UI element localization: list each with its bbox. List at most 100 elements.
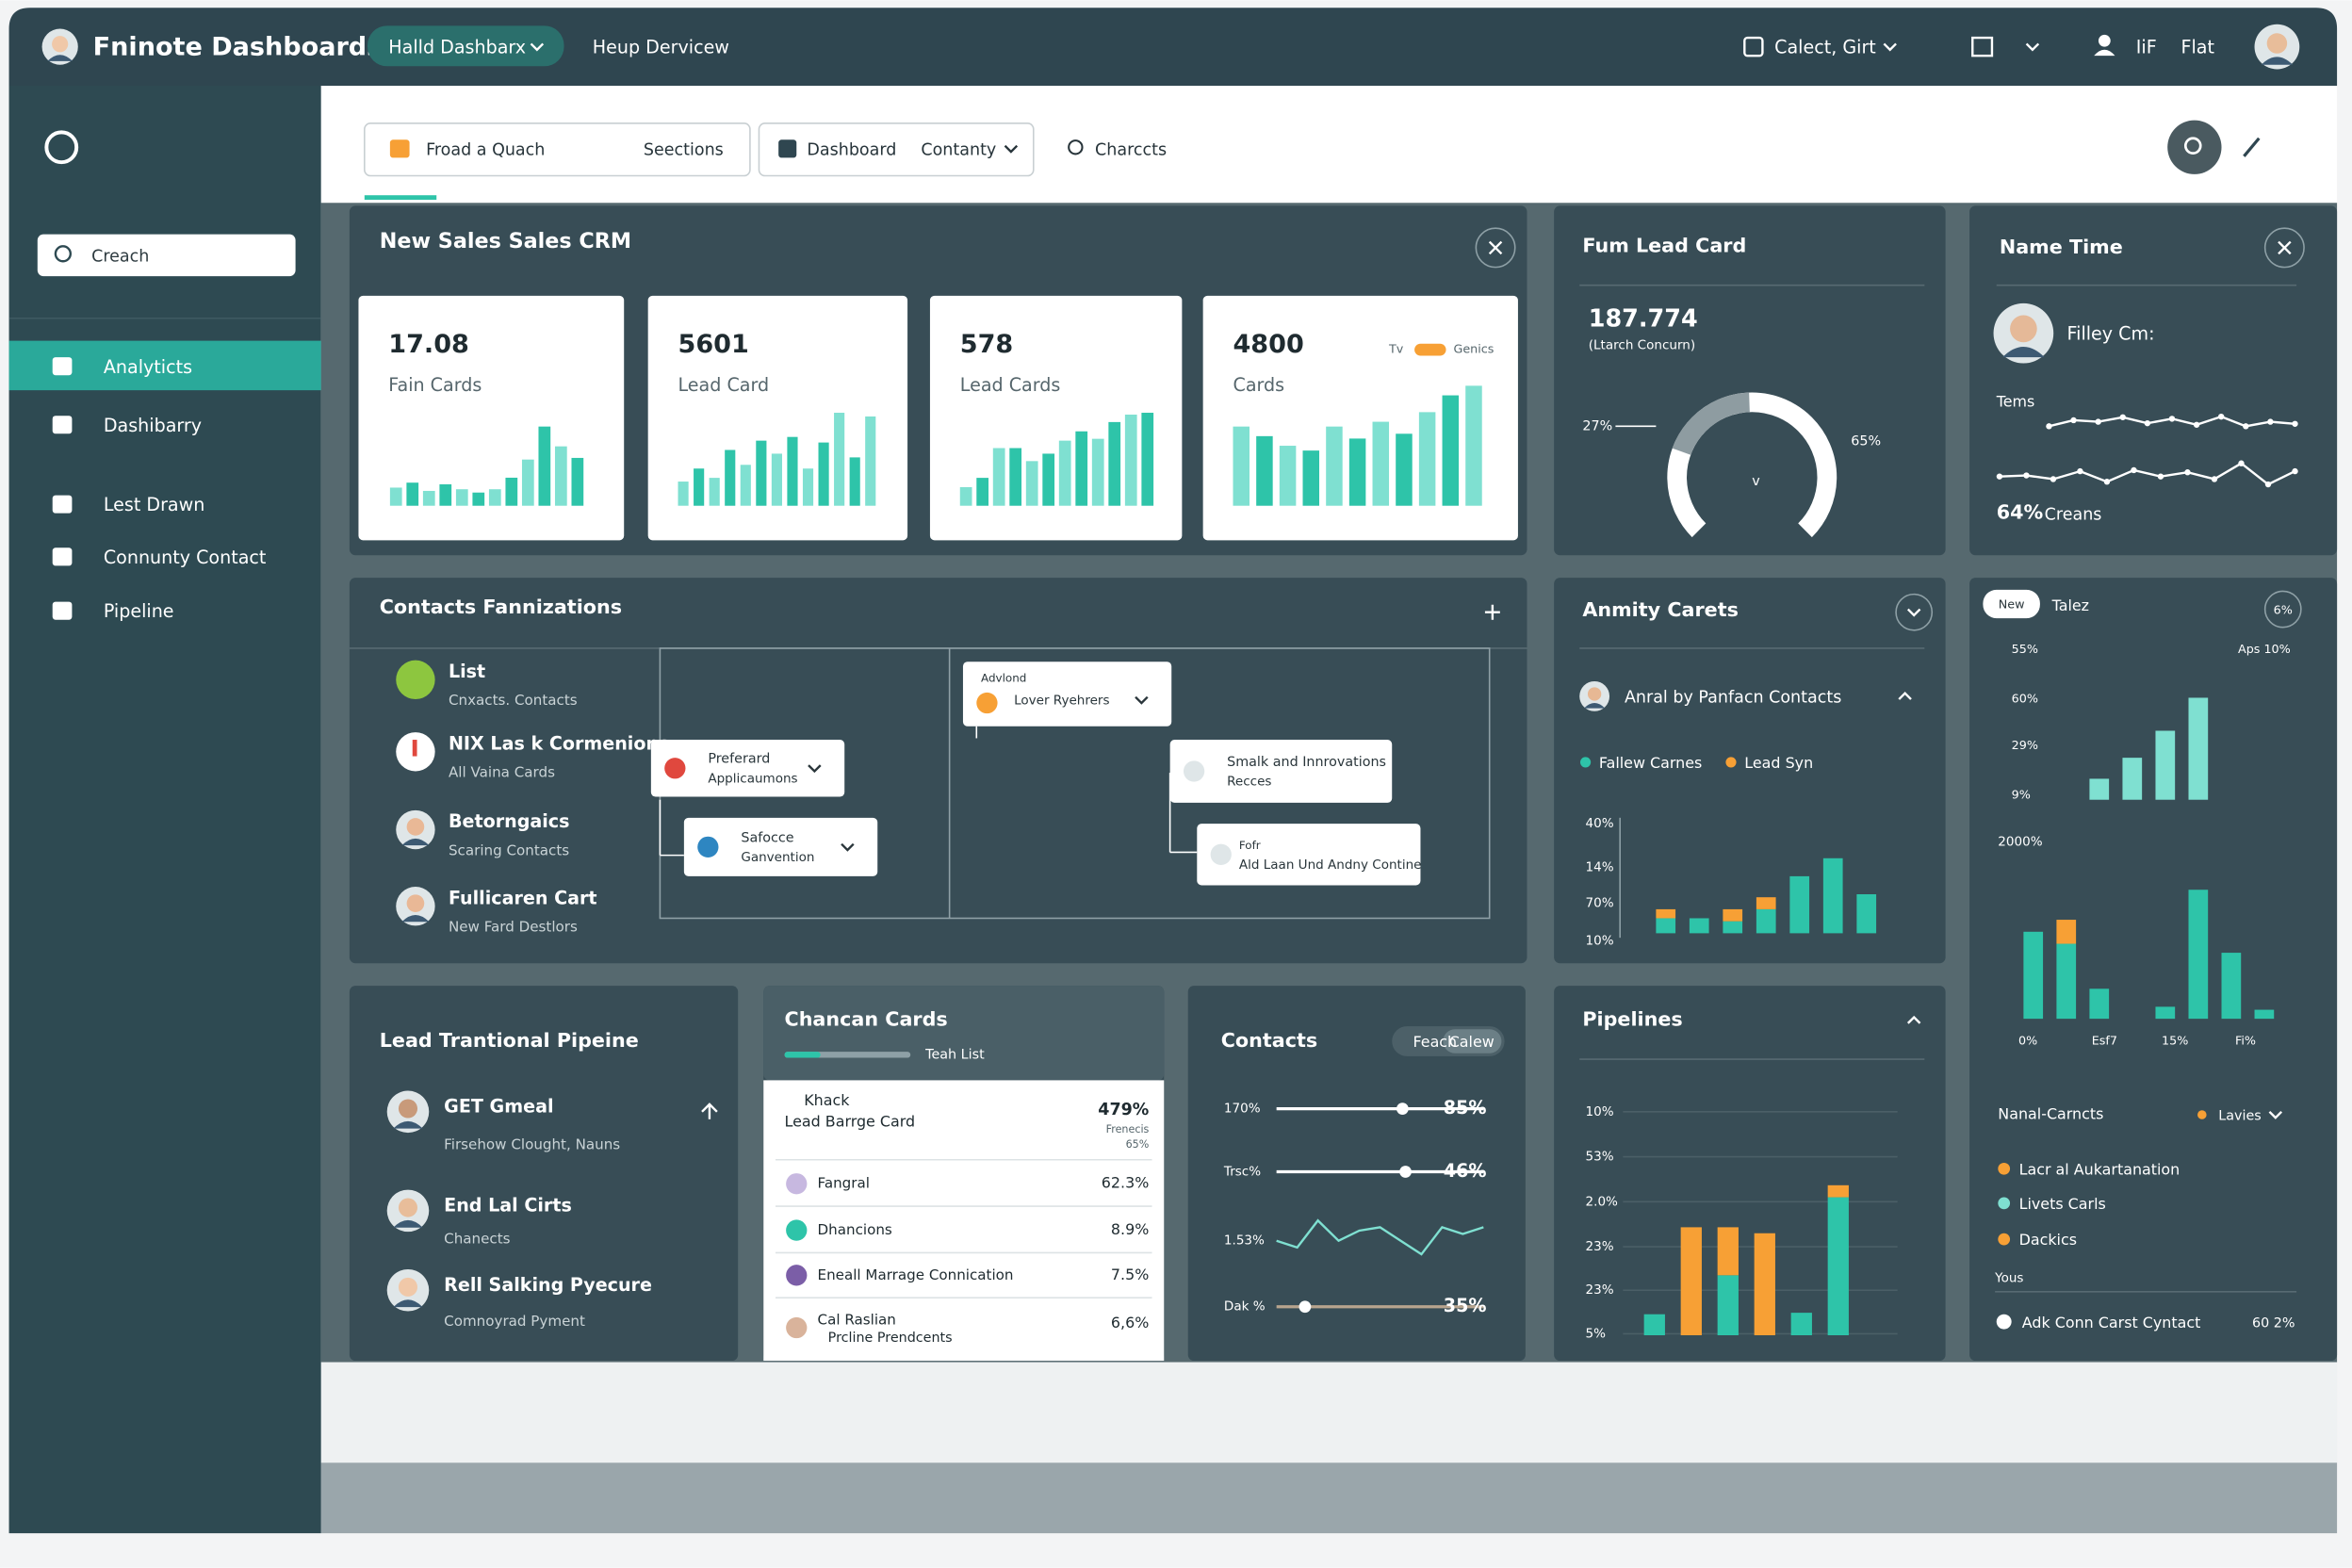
toggle-active: [1443, 1029, 1502, 1054]
chevron: [1898, 692, 1912, 700]
bar: [571, 457, 584, 506]
row-value: 60 2%: [2252, 1315, 2295, 1331]
panel-title: Contacts Fannizations: [380, 596, 622, 618]
toolbar-item[interactable]: Froad a Quach: [426, 140, 545, 159]
toolbar-item[interactable]: Seections: [644, 140, 724, 159]
bar: [389, 487, 402, 506]
nav-icon: [52, 416, 73, 434]
header-link[interactable]: Flat: [2181, 37, 2215, 58]
section-label: Yous: [1994, 1271, 2023, 1286]
person-name: Filley Cm:: [2067, 323, 2155, 345]
toggle-option[interactable]: Feach: [1413, 1033, 1458, 1051]
sparkline-dot: [2070, 416, 2077, 424]
badge-label: New: [1999, 597, 2025, 612]
node-subtitle: Ald Laan Und Andny Contine: [1239, 858, 1422, 873]
icon: [2098, 34, 2111, 47]
avatar-face: [2266, 33, 2288, 54]
item-subtitle: Comnoyrad Pyment: [444, 1313, 585, 1330]
sparkline-dot: [2211, 476, 2218, 482]
header-link[interactable]: IiF: [2136, 37, 2157, 58]
axis-label: 14%: [1586, 859, 1614, 874]
panel-title: Contacts: [1221, 1029, 1317, 1052]
nav-item[interactable]: Pipeline: [104, 600, 174, 622]
nav-item[interactable]: Dashibarry: [104, 415, 202, 436]
row-value: 35%: [1444, 1295, 1487, 1316]
sparkline-dot: [2046, 423, 2052, 430]
bar: [439, 483, 452, 506]
close-icon: [1488, 240, 1503, 255]
toolbar-group: [364, 122, 751, 177]
node-icon: [664, 758, 686, 779]
bar: [1009, 448, 1022, 506]
avatar-face: [1587, 687, 1602, 701]
bar: [455, 489, 468, 506]
nav-item[interactable]: Lest Drawn: [104, 494, 205, 515]
sidebar: [8, 86, 321, 1534]
node-subtitle: Lover Ryehrers: [1014, 694, 1109, 709]
bar: [865, 416, 876, 506]
org-node[interactable]: [962, 662, 1172, 727]
node-icon: [976, 692, 998, 714]
axis-label: 70%: [1586, 896, 1614, 911]
bar: [1091, 438, 1104, 506]
nav-item[interactable]: Analyticts: [104, 356, 192, 378]
org-node[interactable]: [1169, 740, 1393, 803]
brand: Fninote Dashboards: [93, 33, 383, 62]
cell-value: 6,6%: [1111, 1314, 1149, 1331]
toggle-option[interactable]: Calew: [1449, 1033, 1494, 1051]
sparkline: [1276, 1218, 1484, 1256]
icon: [778, 139, 797, 158]
panel: [1554, 986, 1946, 1362]
bar: [2254, 1009, 2275, 1020]
avatar-face: [398, 1277, 418, 1297]
bar: [1717, 1227, 1739, 1276]
tab[interactable]: Halld Dashbarx: [388, 37, 526, 58]
slider-knob: [1396, 1102, 1409, 1115]
avatar-face: [398, 1099, 418, 1119]
org-node[interactable]: [683, 817, 878, 876]
panel: [1969, 578, 2338, 1362]
avatar-face: [398, 1198, 418, 1217]
bar: [1756, 897, 1776, 909]
cell-note: 65%: [1126, 1138, 1150, 1151]
avatar-body: [47, 55, 74, 61]
toolbar-item[interactable]: Charccts: [1095, 140, 1167, 159]
tab-active[interactable]: [368, 25, 564, 67]
axis-label: 23%: [1586, 1239, 1614, 1254]
toolbar-item[interactable]: Dashboard: [807, 140, 896, 159]
legend-dot: [1725, 757, 1737, 768]
sparkline-dot: [2131, 466, 2137, 474]
legend-label: Dackics: [2019, 1231, 2077, 1249]
org-node[interactable]: [650, 740, 845, 797]
cell-note: Frenecis: [1106, 1123, 1150, 1135]
search-button: [2167, 120, 2222, 174]
legend-swatch: [1414, 343, 1446, 356]
sort-icon: [701, 1102, 718, 1119]
chevron: [2025, 42, 2040, 52]
icon: [2094, 49, 2115, 57]
node-title: Preferard: [708, 752, 770, 767]
icon: [1743, 36, 1764, 57]
axis-label: 5%: [1586, 1326, 1607, 1341]
panel-title: Fum Lead Card: [1582, 234, 1746, 256]
node-title: Fofr: [1239, 839, 1261, 852]
account[interactable]: Calect, Girt: [1774, 37, 1876, 58]
toolbar-item[interactable]: Contanty: [921, 140, 996, 159]
bar: [2023, 931, 2044, 1020]
nav-item[interactable]: Connunty Contact: [104, 547, 267, 568]
panel-title: Anmity Carets: [1582, 598, 1739, 621]
bar: [709, 478, 720, 506]
legend-label: Tv: [1388, 343, 1404, 357]
bar: [1256, 435, 1273, 506]
tab[interactable]: Heup Dervicew: [593, 37, 729, 58]
org-node[interactable]: [1197, 824, 1421, 886]
series-label: Tems: [1996, 392, 2035, 410]
search-box[interactable]: [37, 234, 296, 277]
gauge-segment: [1672, 392, 1751, 456]
filter[interactable]: Lavies: [2218, 1109, 2261, 1124]
panel-header: [763, 986, 1165, 1081]
bar: [959, 486, 972, 506]
header: [8, 8, 2338, 87]
avatar-body: [1583, 703, 1606, 709]
avatar-body: [393, 1299, 423, 1308]
